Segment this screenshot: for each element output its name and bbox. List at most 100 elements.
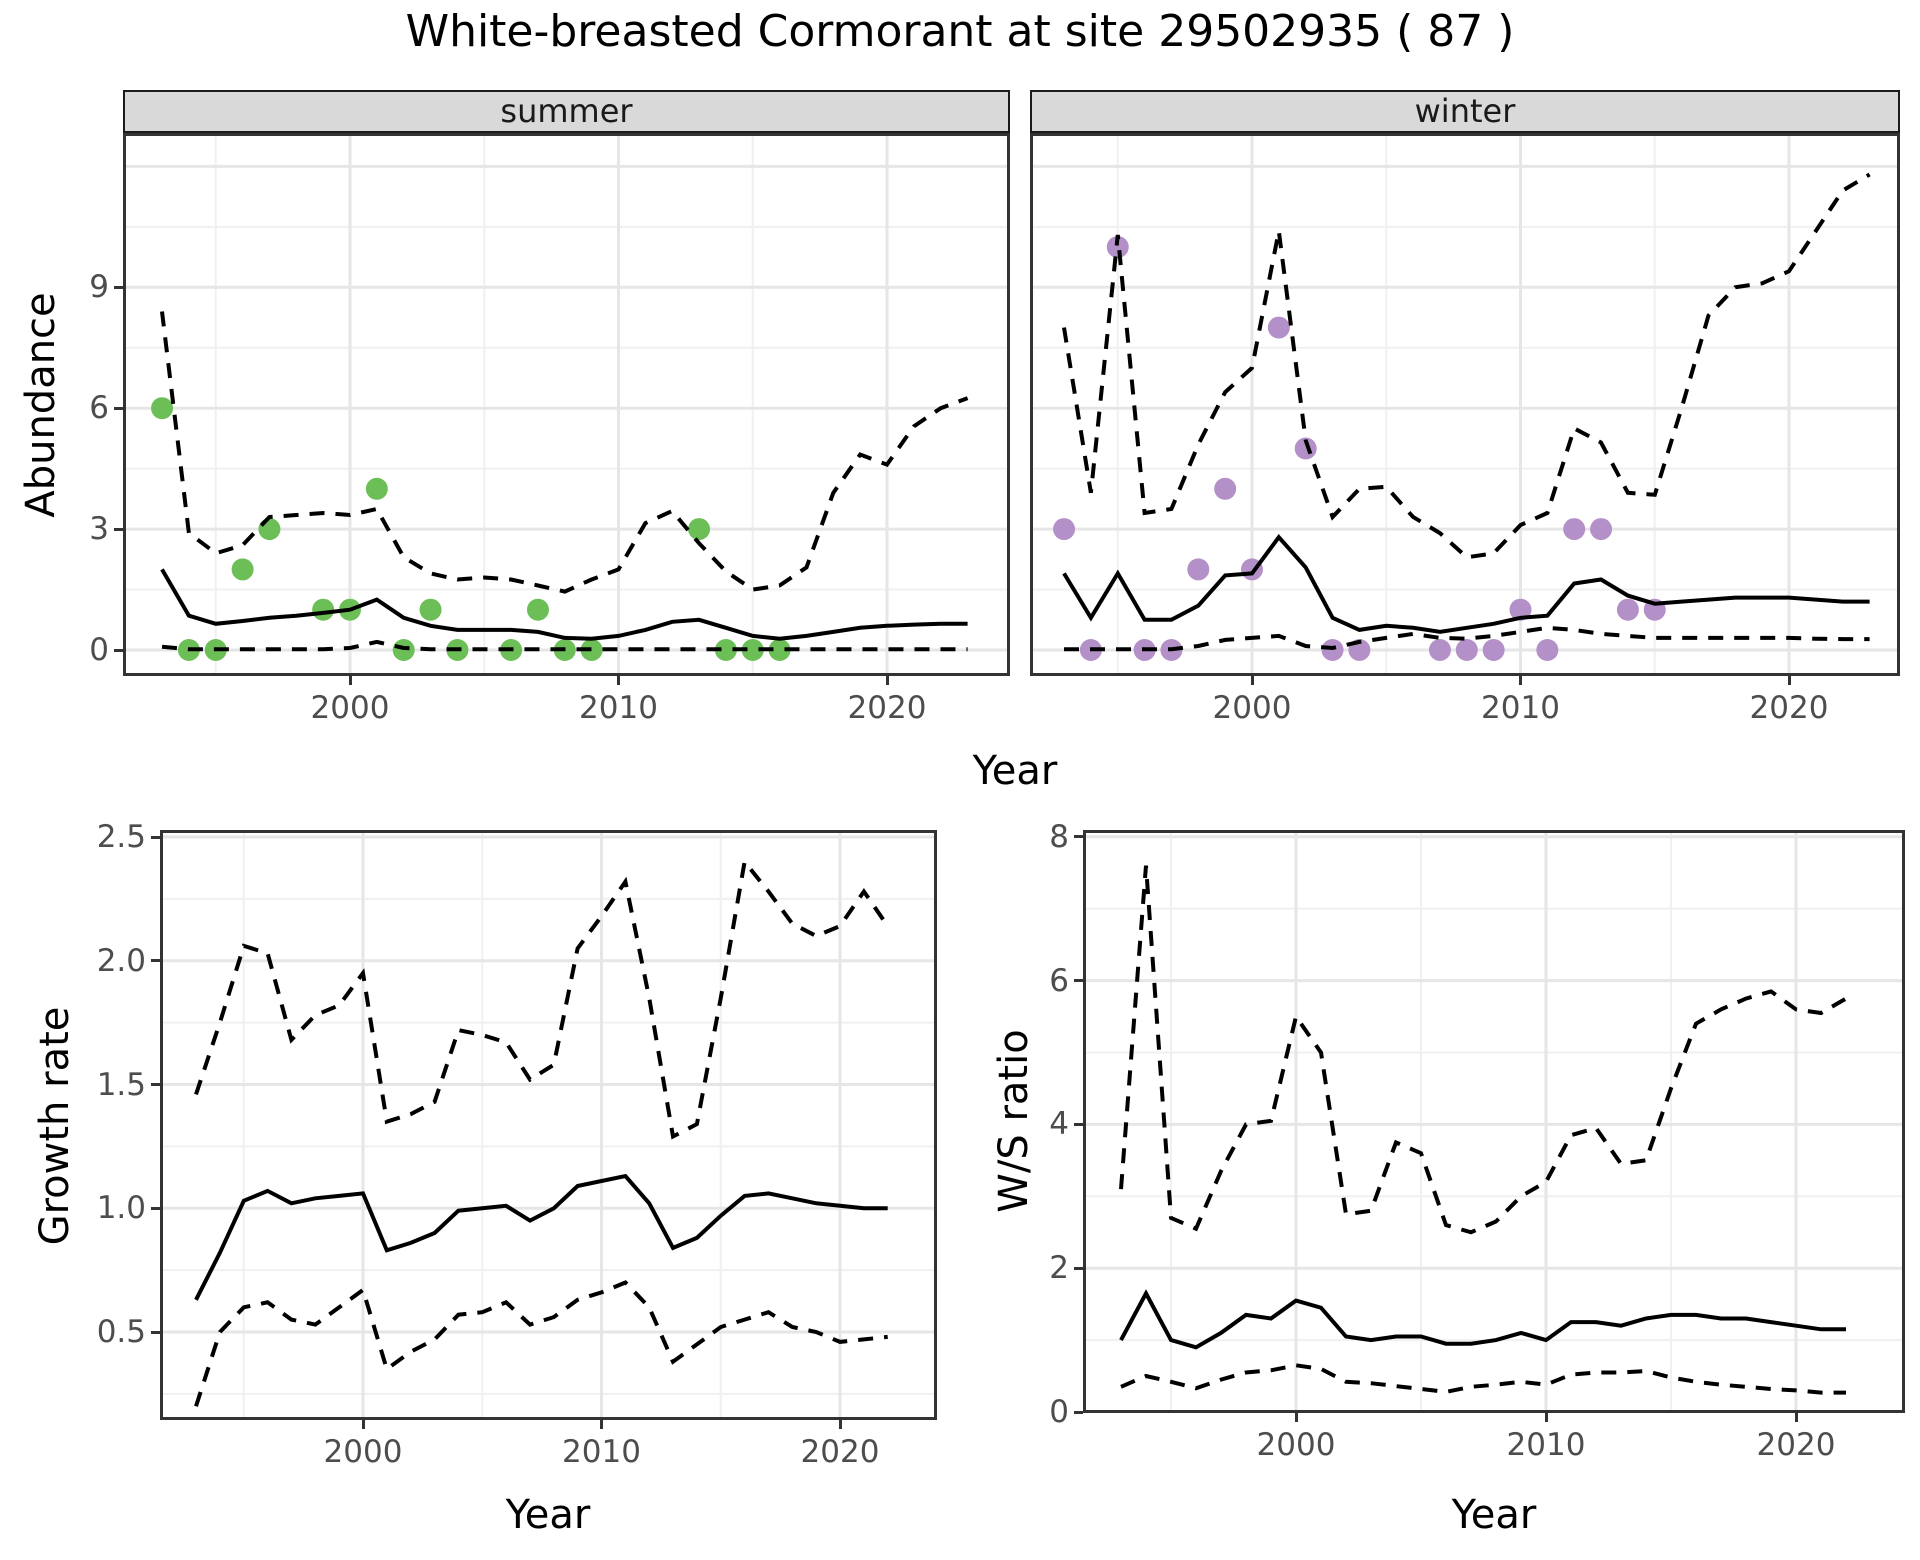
observation-point (231, 558, 254, 581)
observation-point (1106, 236, 1129, 258)
y-tick-mark (151, 1206, 160, 1210)
observation-point (151, 397, 174, 420)
x-tick-label: 2000 (323, 1434, 403, 1470)
y-tick-mark (1074, 979, 1083, 983)
panel-background (1030, 133, 1900, 676)
y-tick-label: 0.5 (96, 1314, 146, 1350)
panel-background (1083, 830, 1905, 1413)
observation-point (1428, 639, 1451, 661)
panel-abundance-winter (1030, 133, 1900, 676)
y-tick-mark (114, 406, 123, 410)
panel-border (1030, 133, 1900, 676)
panel-abundance-summer (123, 133, 1010, 676)
ci-line-upper_ci (194, 857, 890, 1140)
x-tick-mark (600, 1420, 603, 1429)
facet-strip-winter-label: winter (1414, 92, 1516, 130)
facet-strip-summer: summer (123, 90, 1010, 133)
y-tick-mark (1074, 835, 1083, 839)
observation-point (526, 598, 549, 621)
median-line (1119, 1289, 1846, 1350)
observation-point (1482, 639, 1505, 661)
y-tick-label: 2 (1049, 1250, 1069, 1287)
panel-border (160, 830, 937, 1420)
x-tick-label: 2010 (579, 690, 658, 726)
y-tick-label: 8 (1049, 818, 1069, 855)
observation-point (419, 598, 442, 621)
x-tick-label: 2020 (1749, 690, 1829, 726)
observation-point (1616, 598, 1639, 621)
x-axis-title-year-top: Year (972, 748, 1058, 794)
y-tick-label: 6 (89, 390, 109, 427)
x-tick-label: 2020 (847, 690, 927, 726)
y-tick-label: 2.0 (96, 942, 146, 979)
ci-line-upper_ci (1062, 172, 1871, 560)
observation-point (1053, 518, 1076, 541)
observation-point (1214, 477, 1237, 500)
y-tick-mark (114, 285, 123, 289)
x-tick-label: 2000 (1256, 1427, 1336, 1463)
x-tick-label: 2000 (310, 690, 390, 726)
panel-border (123, 133, 1010, 676)
ci-line-upper_ci (1119, 865, 1847, 1235)
observation-point (741, 639, 764, 661)
y-tick-mark (114, 527, 123, 531)
y-tick-mark (151, 835, 160, 839)
y-tick-label: 0 (89, 632, 109, 668)
y-tick-label: 1.0 (96, 1190, 146, 1227)
y-tick-label: 2.5 (96, 819, 146, 855)
x-tick-mark (361, 1420, 365, 1429)
y-tick-label: 9 (89, 269, 109, 306)
ci-line-lower_ci (194, 1280, 888, 1407)
x-tick-mark (617, 676, 620, 685)
observation-point (1187, 558, 1210, 581)
facet-strip-summer-label: summer (500, 92, 633, 130)
x-tick-label: 2010 (562, 1434, 641, 1470)
observation-point (580, 639, 603, 661)
y-axis-title-growth-rate: Growth rate (32, 1006, 78, 1246)
panel-background (123, 133, 1010, 676)
median-line (1062, 534, 1870, 634)
observation-point (768, 639, 791, 661)
y-tick-mark (151, 1330, 160, 1334)
x-tick-mark (1787, 676, 1791, 685)
x-tick-label: 2000 (1212, 690, 1292, 726)
ci-line-lower_ci (1120, 1363, 1846, 1395)
observation-point (312, 598, 335, 621)
observation-point (688, 518, 711, 541)
observation-point (1509, 598, 1532, 621)
y-tick-label: 4 (1049, 1106, 1069, 1143)
x-axis-title-year-ws: Year (1451, 1492, 1537, 1538)
y-tick-mark (1074, 1122, 1083, 1126)
y-tick-mark (1074, 1266, 1083, 1270)
x-tick-label: 2020 (800, 1434, 880, 1470)
observation-point (714, 639, 737, 661)
median-line (194, 1173, 888, 1301)
x-tick-label: 2010 (1481, 690, 1560, 726)
x-tick-mark (838, 1420, 842, 1429)
y-tick-label: 1.5 (96, 1066, 146, 1103)
observation-point (1455, 639, 1478, 661)
x-tick-mark (1794, 1413, 1798, 1422)
x-tick-mark (1519, 676, 1522, 685)
page-title: White-breasted Cormorant at site 2950293… (405, 6, 1515, 57)
y-tick-mark (151, 959, 160, 963)
x-tick-label: 2010 (1506, 1427, 1586, 1463)
panel-growth-rate (160, 830, 937, 1420)
y-tick-mark (1074, 1410, 1083, 1414)
observation-point (1563, 518, 1586, 541)
x-tick-mark (1544, 1413, 1548, 1422)
x-tick-mark (885, 676, 889, 685)
ci-line-upper_ci (160, 311, 969, 594)
panel-ws-ratio (1083, 830, 1905, 1413)
x-tick-mark (348, 676, 352, 685)
x-tick-label: 2020 (1756, 1427, 1836, 1463)
y-tick-mark (114, 648, 123, 652)
median-line (160, 568, 968, 641)
x-tick-mark (1294, 1413, 1298, 1422)
observation-point (1536, 639, 1559, 661)
observation-point (1267, 316, 1290, 339)
observation-point (365, 477, 388, 500)
y-tick-label: 6 (1049, 962, 1069, 999)
y-tick-label: 3 (89, 511, 109, 548)
observation-point (258, 518, 281, 541)
